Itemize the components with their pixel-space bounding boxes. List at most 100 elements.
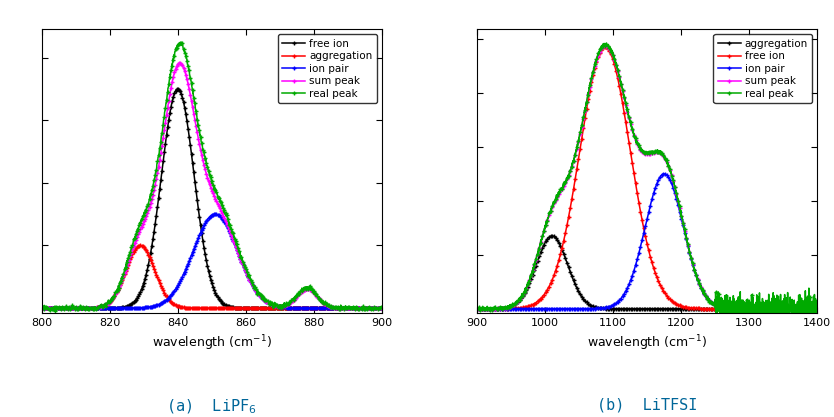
- free ion: [600, 45, 610, 50]
- ion pair: [82, 306, 92, 311]
- sum peak: [94, 304, 104, 309]
- real peak: [82, 305, 92, 310]
- sum peak: [472, 306, 482, 311]
- Line: free ion: free ion: [40, 87, 384, 310]
- ion pair: [749, 306, 759, 311]
- sum peak: [763, 306, 773, 311]
- real peak: [604, 45, 614, 50]
- free ion: [749, 306, 759, 311]
- real peak: [37, 305, 47, 310]
- real peak: [763, 314, 773, 319]
- sum peak: [151, 177, 161, 182]
- aggregation: [547, 234, 557, 239]
- aggregation: [776, 306, 786, 311]
- free ion: [184, 136, 194, 141]
- real peak: [216, 200, 226, 205]
- free ion: [472, 306, 482, 311]
- Legend: free ion, aggregation, ion pair, sum peak, real peak: free ion, aggregation, ion pair, sum pea…: [278, 34, 377, 103]
- free ion: [173, 86, 183, 91]
- free ion: [604, 48, 614, 53]
- real peak: [662, 161, 672, 166]
- aggregation: [662, 306, 672, 311]
- ion pair: [659, 171, 669, 176]
- real peak: [152, 166, 162, 171]
- ion pair: [604, 304, 614, 309]
- Line: ion pair: ion pair: [40, 212, 384, 310]
- free ion: [151, 213, 161, 218]
- X-axis label: wavelength (cm$^{-1}$): wavelength (cm$^{-1}$): [152, 333, 272, 353]
- sum peak: [604, 46, 614, 51]
- aggregation: [216, 306, 226, 311]
- aggregation: [135, 243, 145, 248]
- real peak: [750, 315, 760, 320]
- Line: aggregation: aggregation: [475, 234, 819, 311]
- Line: aggregation: aggregation: [40, 244, 384, 310]
- real peak: [479, 307, 489, 312]
- free ion: [812, 306, 822, 311]
- aggregation: [812, 306, 822, 311]
- sum peak: [216, 208, 226, 213]
- sum peak: [812, 306, 822, 311]
- sum peak: [662, 160, 672, 165]
- ion pair: [377, 306, 387, 311]
- real peak: [741, 322, 751, 327]
- Text: (a)  LiPF$_6$: (a) LiPF$_6$: [166, 398, 257, 416]
- X-axis label: wavelength (cm$^{-1}$): wavelength (cm$^{-1}$): [587, 333, 707, 353]
- Line: free ion: free ion: [475, 45, 819, 311]
- free ion: [377, 306, 387, 311]
- free ion: [479, 306, 489, 311]
- free ion: [94, 306, 104, 311]
- Line: sum peak: sum peak: [475, 44, 819, 311]
- aggregation: [377, 306, 387, 311]
- ion pair: [812, 306, 822, 311]
- free ion: [776, 306, 786, 311]
- free ion: [223, 304, 233, 309]
- ion pair: [763, 306, 773, 311]
- Line: real peak: real peak: [475, 41, 819, 327]
- aggregation: [82, 306, 92, 311]
- aggregation: [749, 306, 759, 311]
- free ion: [37, 306, 47, 311]
- real peak: [175, 40, 185, 45]
- ion pair: [210, 212, 220, 217]
- aggregation: [604, 306, 614, 311]
- sum peak: [377, 306, 387, 311]
- ion pair: [37, 306, 47, 311]
- ion pair: [776, 306, 786, 311]
- ion pair: [472, 306, 482, 311]
- aggregation: [152, 273, 162, 278]
- sum peak: [600, 43, 610, 48]
- real peak: [224, 218, 234, 223]
- free ion: [662, 294, 672, 299]
- aggregation: [37, 306, 47, 311]
- real peak: [185, 73, 195, 78]
- Line: real peak: real peak: [40, 40, 384, 313]
- ion pair: [151, 303, 161, 308]
- real peak: [377, 304, 387, 309]
- Line: ion pair: ion pair: [475, 172, 819, 311]
- real peak: [776, 312, 786, 317]
- real peak: [601, 41, 611, 46]
- sum peak: [37, 306, 47, 311]
- Line: sum peak: sum peak: [40, 61, 384, 310]
- aggregation: [479, 306, 489, 311]
- sum peak: [82, 306, 92, 311]
- aggregation: [184, 305, 194, 310]
- sum peak: [223, 224, 233, 229]
- ion pair: [662, 173, 672, 178]
- sum peak: [776, 306, 786, 311]
- ion pair: [216, 214, 226, 219]
- sum peak: [479, 306, 489, 311]
- sum peak: [749, 306, 759, 311]
- ion pair: [184, 259, 194, 264]
- aggregation: [94, 304, 104, 309]
- aggregation: [223, 306, 233, 311]
- sum peak: [184, 88, 194, 93]
- real peak: [472, 305, 482, 310]
- free ion: [82, 306, 92, 311]
- Legend: aggregation, free ion, ion pair, sum peak, real peak: aggregation, free ion, ion pair, sum pea…: [713, 34, 812, 103]
- sum peak: [175, 60, 185, 65]
- aggregation: [472, 306, 482, 311]
- ion pair: [223, 226, 233, 231]
- Text: (b)  LiTFSI: (b) LiTFSI: [597, 398, 697, 413]
